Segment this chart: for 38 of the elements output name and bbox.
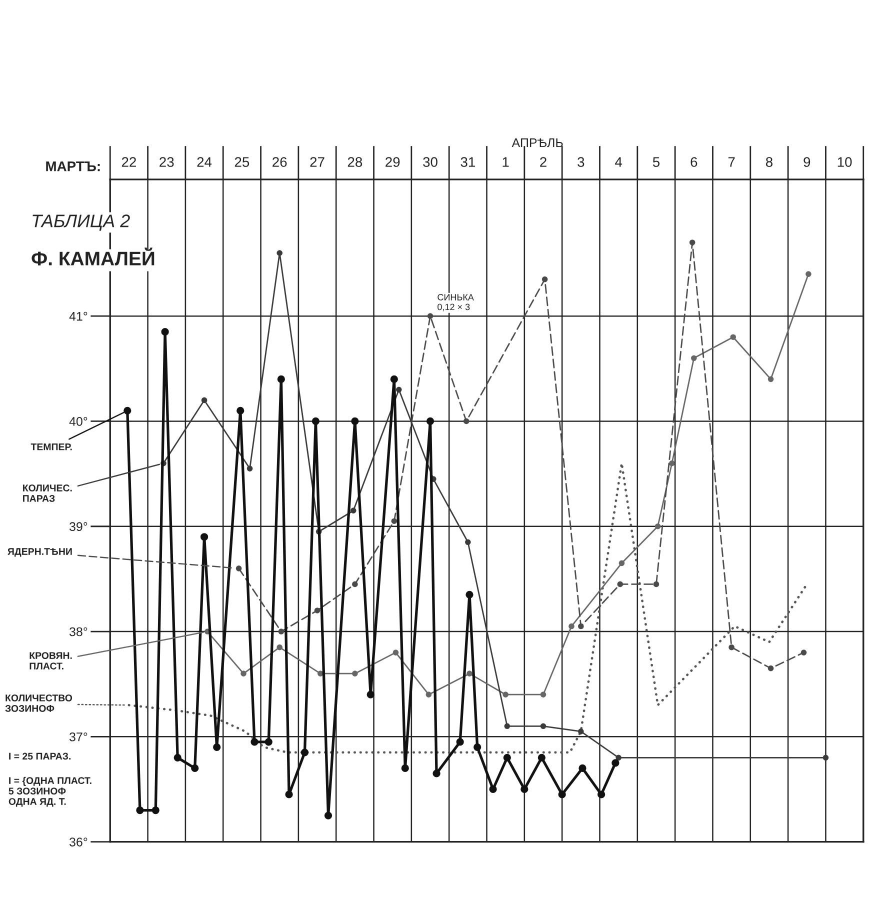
text: МАРТЪ: — [46, 162, 100, 172]
x-tick-label: 31 — [460, 157, 475, 167]
x-tick-label: 4 — [615, 157, 622, 167]
text: Ф. КАМАЛЕЙ — [32, 248, 154, 266]
x-tick-label: 26 — [272, 157, 287, 167]
y-tick-label: 41° — [69, 312, 88, 321]
x-tick-label: 8 — [766, 157, 772, 167]
text: КОЛИЧЕС. ПАРАЗ — [23, 484, 72, 502]
x-tick-label: 25 — [234, 157, 250, 167]
legend-label: КОЛИЧЕСТВО ЗОЗИНОФ — [5, 694, 72, 712]
x-tick-label: 30 — [423, 157, 438, 167]
y-tick-label: 40° — [69, 417, 88, 426]
text: АПРѢЛЬ — [512, 138, 563, 148]
text: I = {ОДНА ПЛАСТ. 5 ЗОЗИНОФ ОДНА ЯД. Т. — [8, 776, 92, 807]
x-tick-label: 22 — [122, 157, 136, 167]
x-tick-label: 9 — [804, 157, 810, 167]
x-tick-label: 23 — [160, 157, 174, 167]
y-tick-label: 38° — [69, 627, 88, 636]
annotation: СИНЬКА 0,12 × 3 — [438, 294, 474, 312]
x-tick-label: 29 — [386, 157, 400, 167]
x-tick-label: 24 — [197, 157, 212, 167]
x-tick-label: 10 — [838, 157, 852, 167]
x-tick-label: 27 — [310, 157, 324, 167]
x-tick-label: 6 — [690, 157, 698, 167]
x-tick-label: 7 — [728, 157, 735, 167]
x-tick-label: 1 — [502, 157, 509, 167]
x-tick-label: 3 — [578, 157, 584, 167]
x-tick-label: 5 — [652, 157, 660, 167]
y-tick-label: 37° — [69, 732, 88, 742]
y-tick-label: 36° — [69, 838, 88, 846]
text: КРОВЯН. ПЛАСТ. — [30, 652, 72, 670]
y-tick-label: 39° — [69, 522, 88, 532]
x-tick-label: 2 — [540, 157, 546, 167]
text: ТАБЛИЦА 2 — [32, 214, 130, 231]
x-tick-label: 28 — [348, 157, 362, 167]
text: ЯДЕРН.ТѢНИ — [8, 548, 72, 557]
text: ТЕМПЕР. — [30, 443, 72, 450]
text: I = 25 ПАРАЗ. — [9, 752, 71, 760]
